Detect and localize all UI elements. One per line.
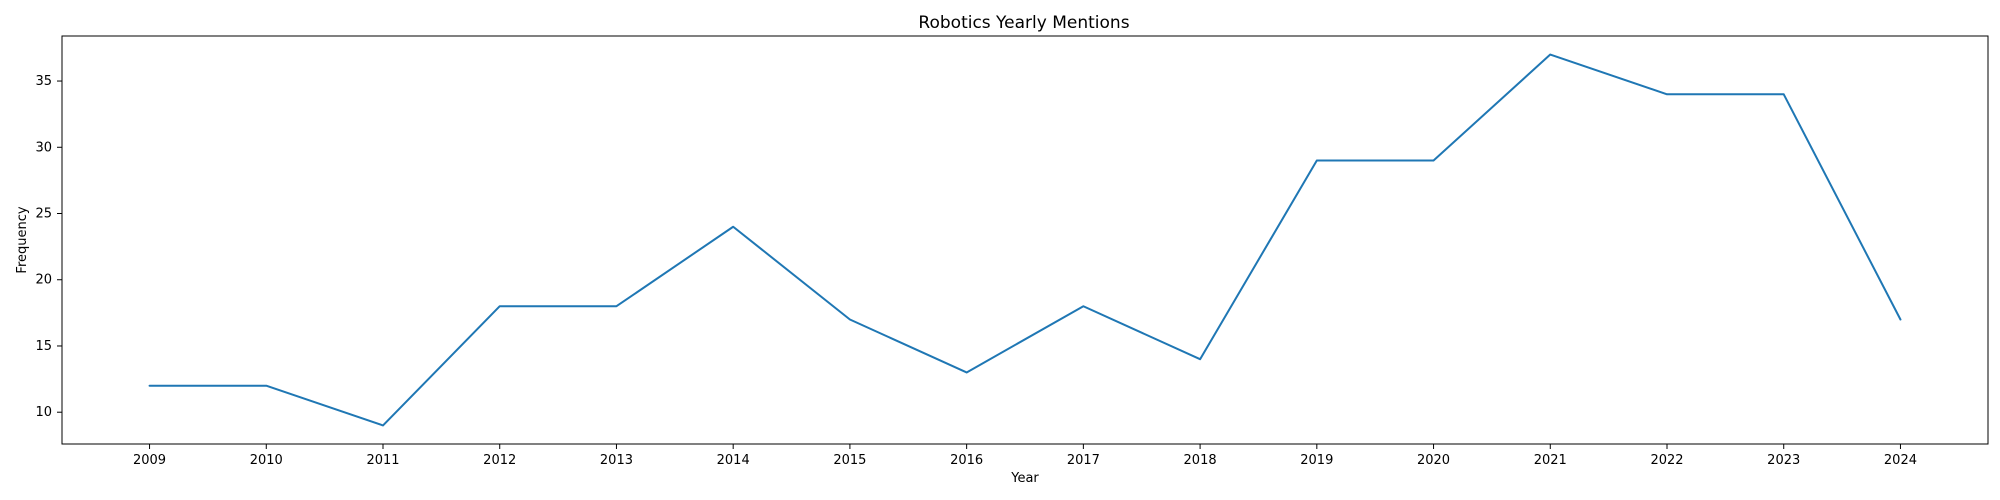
x-tick-label: 2014	[717, 453, 750, 468]
x-tick-label: 2016	[950, 453, 983, 468]
y-tick-label: 20	[35, 273, 52, 288]
y-tick-label: 15	[35, 339, 52, 354]
x-tick-label: 2009	[133, 453, 166, 468]
x-tick-label: 2013	[600, 453, 633, 468]
y-tick-label: 25	[35, 207, 52, 222]
y-tick-label: 30	[35, 140, 52, 155]
series-layer	[148, 53, 1902, 427]
x-tick-label: 2019	[1300, 453, 1333, 468]
chart-title: Robotics Yearly Mentions	[918, 13, 1129, 33]
plot-area-frame	[61, 35, 1989, 445]
x-tick-label: 2022	[1650, 453, 1683, 468]
x-tick-label: 2011	[366, 453, 399, 468]
x-tick-label: 2018	[1184, 453, 1217, 468]
series-line	[148, 53, 1902, 427]
x-tick-label: 2010	[250, 453, 283, 468]
y-tick-label: 35	[35, 74, 52, 89]
y-tick-label: 10	[35, 405, 52, 420]
y-axis-label: Frequency	[15, 206, 30, 273]
x-tick-label: 2023	[1767, 453, 1800, 468]
x-tick-label: 2012	[483, 453, 516, 468]
y-axis-ticks: 10 15 20 25 30 35	[35, 74, 62, 420]
x-tick-label: 2015	[833, 453, 866, 468]
x-tick-label: 2020	[1417, 453, 1450, 468]
x-tick-label: 2024	[1884, 453, 1917, 468]
x-tick-label: 2021	[1534, 453, 1567, 468]
x-axis-ticks: 2009 2010 2011 2012 2013 2014 2015 2016 2017 2018…	[133, 444, 1917, 468]
x-tick-label: 2017	[1067, 453, 1100, 468]
x-axis-label: Year	[1010, 471, 1039, 486]
